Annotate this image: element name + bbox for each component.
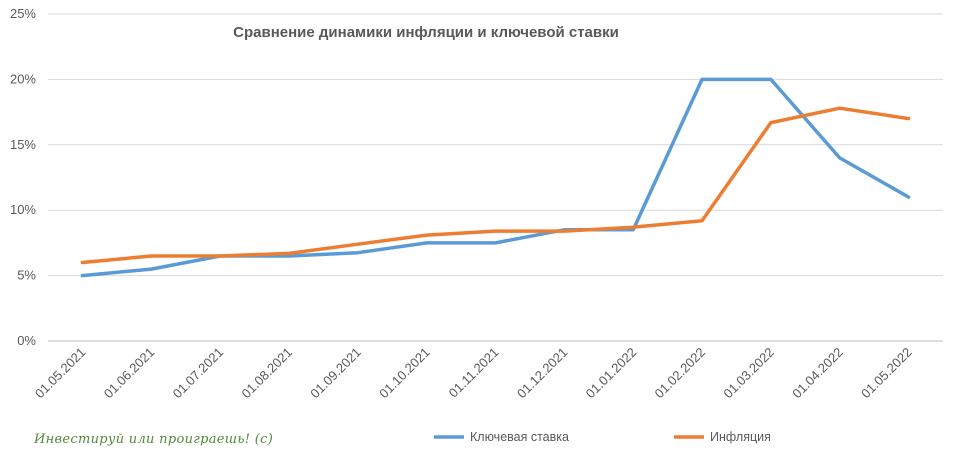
watermark-signature: Инвестируй или проиграешь! (с) bbox=[34, 432, 274, 447]
x-tick-label: 01.05.2021 bbox=[32, 345, 89, 402]
chart-title: Сравнение динамики инфляции и ключевой с… bbox=[233, 24, 619, 41]
legend-label-key-rate: Ключевая ставка bbox=[470, 430, 569, 444]
x-tick-label: 01.07.2021 bbox=[170, 345, 227, 402]
x-tick-label: 01.01.2022 bbox=[583, 345, 640, 402]
legend-label-inflation: Инфляция bbox=[710, 430, 771, 444]
x-tick-label: 01.04.2022 bbox=[789, 345, 846, 402]
x-tick-label: 01.10.2021 bbox=[376, 345, 433, 402]
y-tick-label: 5% bbox=[17, 268, 36, 283]
gridlines bbox=[48, 13, 943, 342]
series-lines bbox=[80, 77, 911, 278]
x-tick-label: 01.12.2021 bbox=[514, 345, 571, 402]
legend: Ключевая ставка Инфляция bbox=[434, 430, 771, 444]
x-tick-label: 01.06.2021 bbox=[101, 345, 158, 402]
y-tick-label: 0% bbox=[17, 333, 36, 348]
y-tick-label: 15% bbox=[10, 137, 36, 152]
x-tick-label: 01.03.2022 bbox=[720, 345, 777, 402]
y-tick-label: 25% bbox=[10, 6, 36, 21]
y-tick-label: 10% bbox=[10, 202, 36, 217]
series-line-inflation bbox=[80, 106, 911, 265]
series-line-key-rate bbox=[80, 77, 911, 278]
y-tick-label: 20% bbox=[10, 71, 36, 86]
x-axis-ticks: 01.05.2021 01.06.2021 01.07.2021 01.08.2021… bbox=[32, 345, 915, 402]
y-axis-ticks: 0% 5% 10% 15% 20% 25% bbox=[10, 6, 36, 348]
x-tick-label: 01.05.2022 bbox=[858, 345, 915, 402]
x-tick-label: 01.09.2021 bbox=[307, 345, 364, 402]
x-tick-label: 01.11.2021 bbox=[446, 345, 502, 401]
x-tick-label: 01.08.2021 bbox=[238, 345, 295, 402]
x-tick-label: 01.02.2022 bbox=[652, 345, 709, 402]
